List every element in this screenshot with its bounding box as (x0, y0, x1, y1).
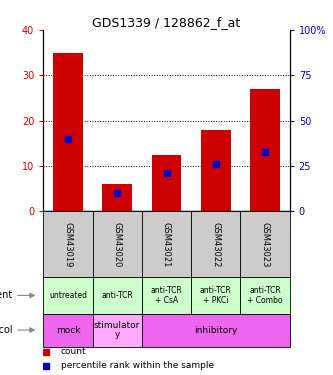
Bar (43, 314, 93, 346)
Bar (93, 211, 142, 277)
Text: GSM43020: GSM43020 (113, 222, 122, 267)
Text: percentile rank within the sample: percentile rank within the sample (61, 361, 214, 370)
Text: GSM43023: GSM43023 (260, 222, 270, 267)
Text: anti-TCR
+ PKCi: anti-TCR + PKCi (200, 286, 232, 305)
Text: GSM43022: GSM43022 (211, 222, 220, 267)
Bar (201, 130, 230, 212)
Text: GSM43021: GSM43021 (162, 222, 171, 267)
Bar (152, 154, 181, 212)
Text: agent: agent (0, 290, 13, 300)
Bar (53, 53, 83, 211)
Bar (93, 314, 142, 346)
Text: stimulator
y: stimulator y (94, 321, 141, 339)
Title: GDS1339 / 128862_f_at: GDS1339 / 128862_f_at (92, 16, 241, 29)
Bar (93, 277, 142, 314)
Bar (240, 211, 290, 277)
Bar (191, 277, 240, 314)
Bar (43, 277, 93, 314)
Text: protocol: protocol (0, 325, 13, 335)
Text: count: count (61, 348, 86, 357)
Text: mock: mock (56, 326, 80, 334)
Bar (103, 184, 132, 211)
Text: GSM43019: GSM43019 (63, 222, 73, 267)
Text: anti-TCR
+ Combo: anti-TCR + Combo (247, 286, 283, 305)
Bar (142, 277, 191, 314)
Bar (240, 277, 290, 314)
Text: inhibitory: inhibitory (194, 326, 237, 334)
Text: untreated: untreated (49, 291, 87, 300)
Bar (250, 89, 280, 212)
Bar (142, 314, 290, 346)
Bar (43, 211, 93, 277)
Text: anti-TCR
+ CsA: anti-TCR + CsA (151, 286, 182, 305)
Bar (142, 211, 191, 277)
Text: anti-TCR: anti-TCR (101, 291, 133, 300)
Bar (191, 211, 240, 277)
